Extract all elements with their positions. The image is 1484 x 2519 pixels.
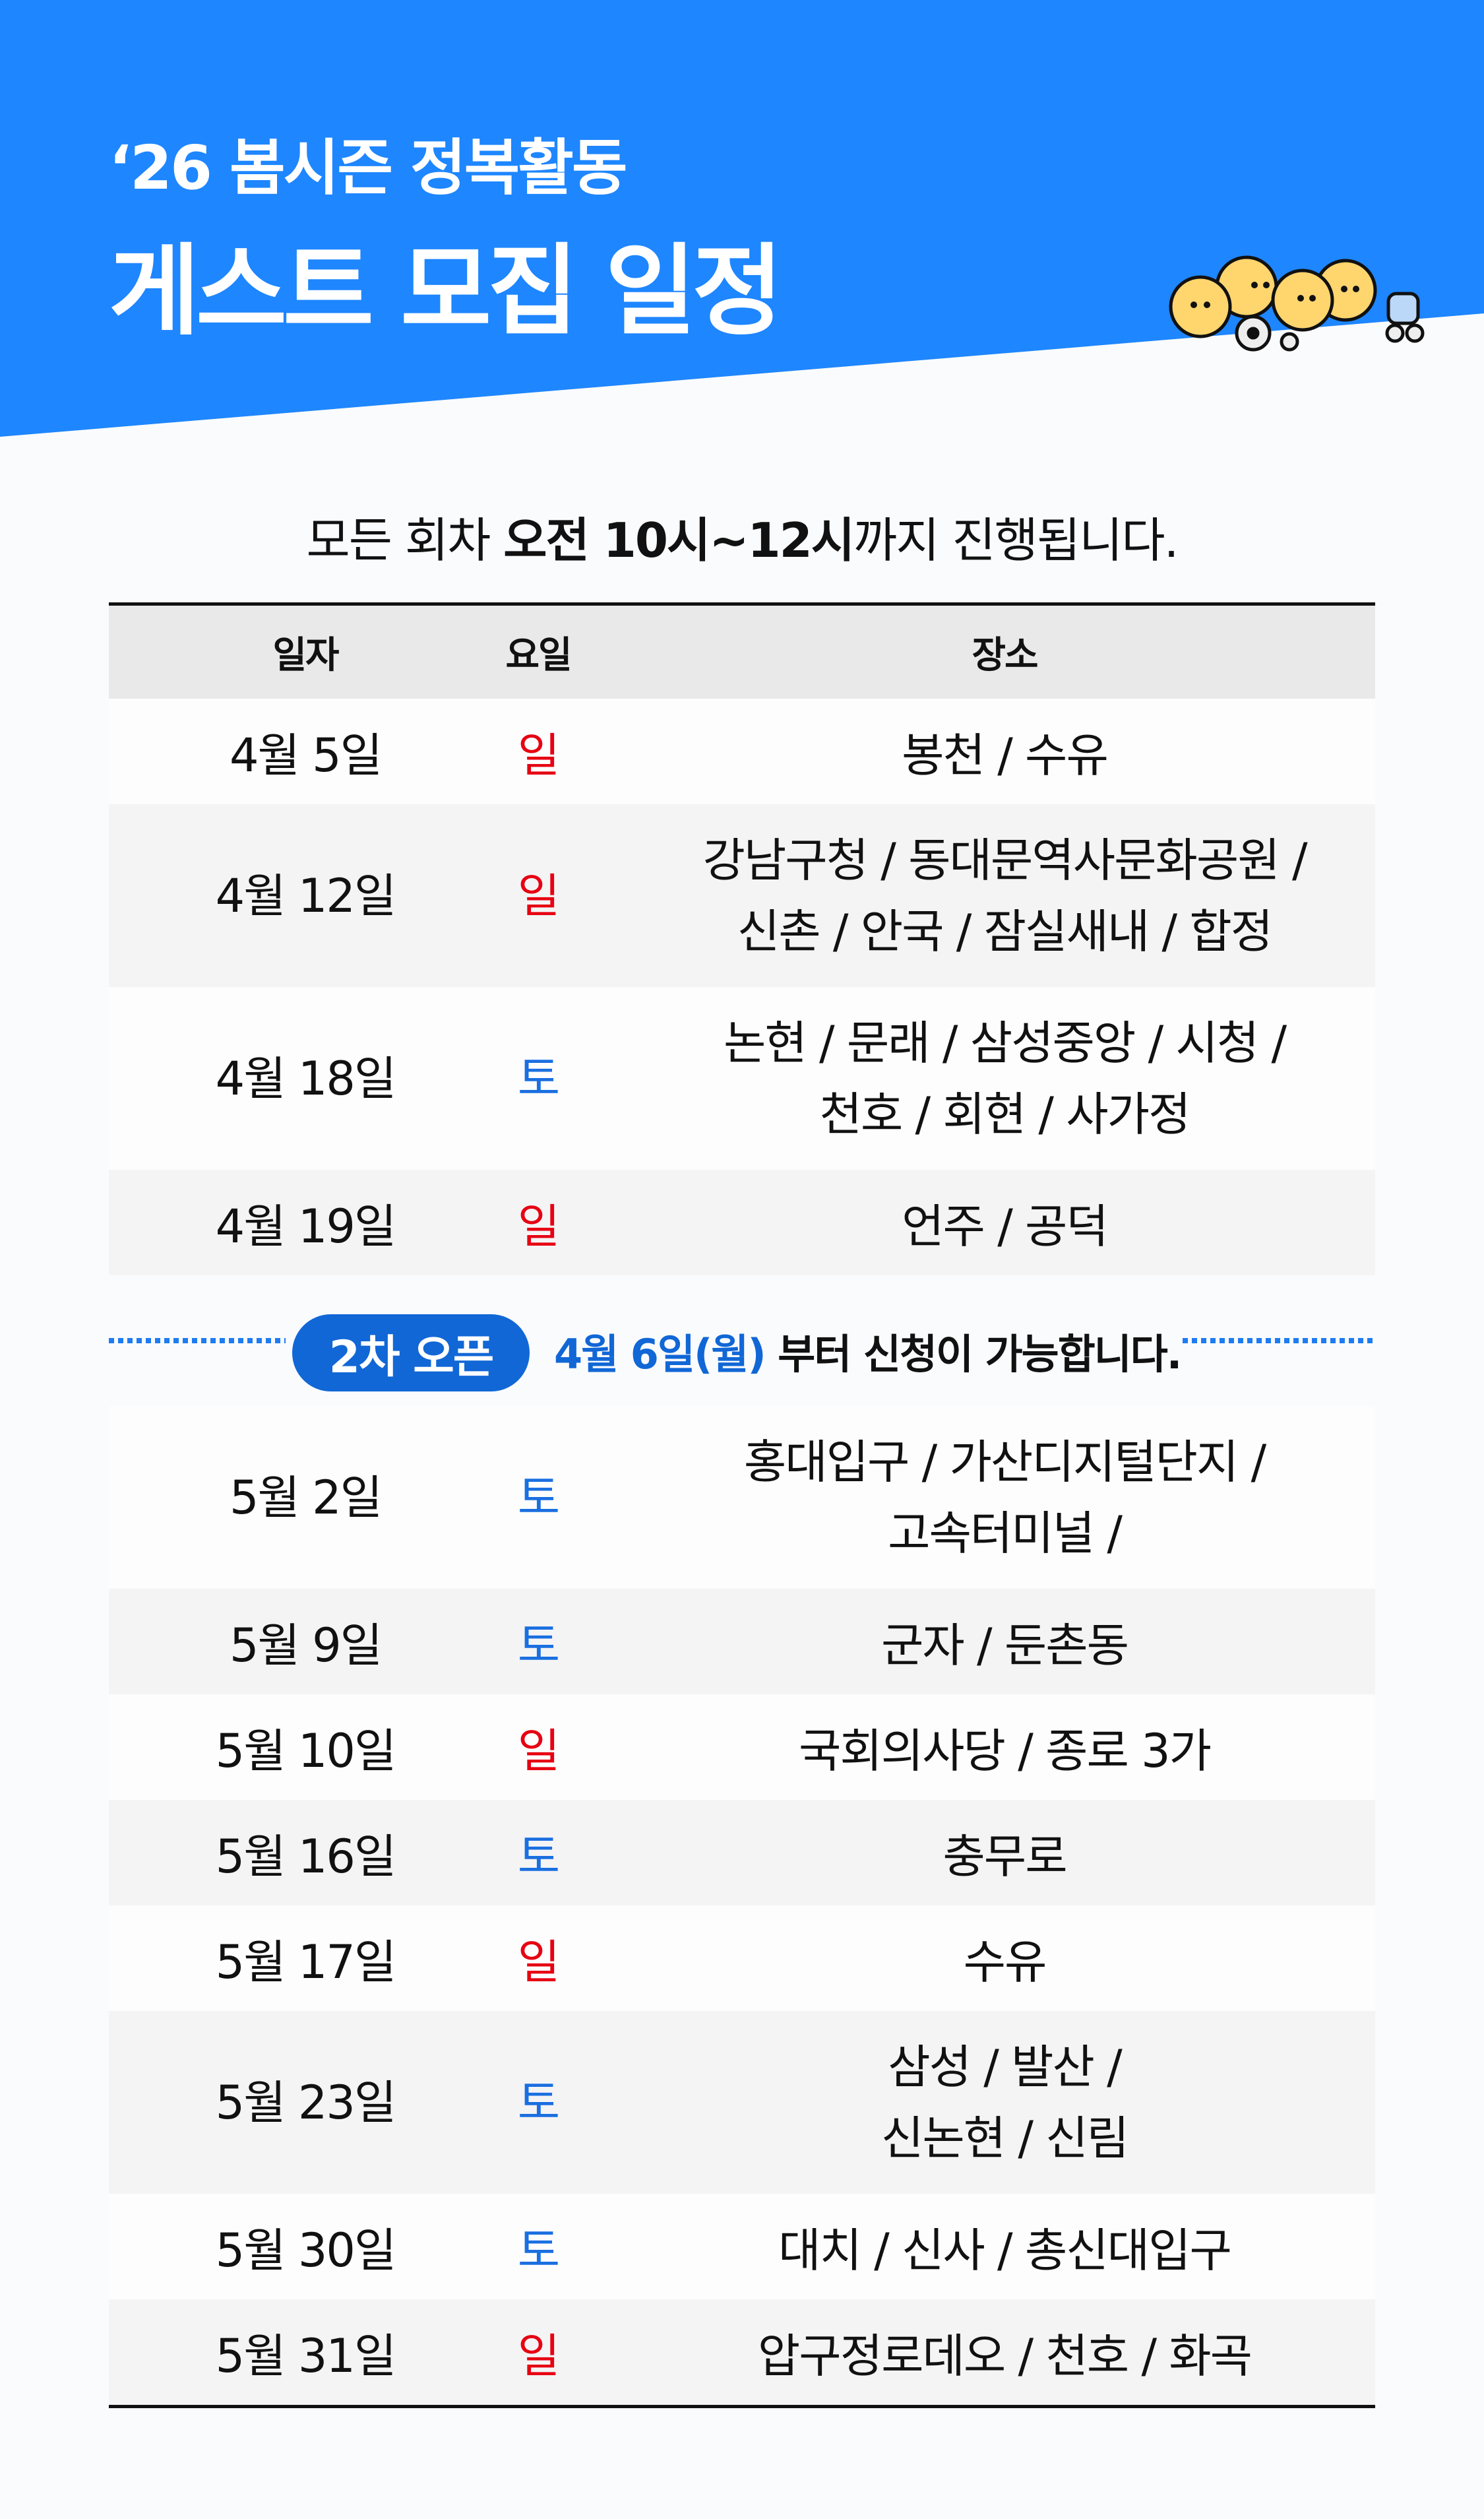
season-title: ‘26 봄시즌 정복활동 [109,133,628,203]
place-line: 강남구청 / 동대문역사문화공원 / [702,833,1307,887]
day-cell: 토 [517,1618,560,1673]
date-cell: 5월 17일 [215,1934,397,1989]
place-line: 압구정로데오 / 천호 / 화곡 [757,2328,1252,2383]
place-cell: 압구정로데오 / 천호 / 화곡 [574,2319,1375,2386]
place-cell: 강남구청 / 동대문역사문화공원 / 신촌 / 안국 / 잠실새내 / 합정 [574,825,1375,967]
place-line: 논현 / 문래 / 삼성중앙 / 시청 / [723,1015,1287,1070]
table-row: 5월 10일 일 국회의사당 / 종로 3가 [109,1694,1375,1800]
day-cell: 일 [517,1934,560,1989]
place-cell: 봉천 / 수유 [574,718,1375,785]
header-banner [0,0,1484,437]
day-cell: 일 [517,1199,560,1254]
table-row: 4월 12일 일 강남구청 / 동대문역사문화공원 / 신촌 / 안국 / 잠실새내 … [109,804,1375,987]
day-cell: 토 [517,2075,560,2130]
table-header: 일자 요일 장소 [109,606,1375,699]
place-cell: 홍대입구 / 가산디지털단지 / 고속터미널 / [574,1426,1375,1569]
place-cell: 대치 / 신사 / 총신대입구 [574,2214,1375,2280]
note-text: 모든 회차 [306,513,504,568]
date-cell: 5월 23일 [215,2075,397,2130]
place-line: 봉천 / 수유 [902,728,1109,782]
place-cell: 국회의사당 / 종로 3가 [574,1714,1375,1781]
place-line: 신논현 / 신림 [881,2111,1129,2165]
note-time: 오전 10시~12시 [503,513,855,568]
col-day: 요일 [505,634,572,677]
place-line: 홍대입구 / 가산디지털단지 / [743,1434,1266,1489]
dotted-line [109,1338,286,1343]
place-line: 대치 / 신사 / 총신대입구 [778,2223,1232,2278]
characters-illustration [1169,255,1425,352]
date-cell: 5월 31일 [215,2328,397,2383]
table-row: 4월 18일 토 논현 / 문래 / 삼성중앙 / 시청 / 천호 / 회현 / 사가… [109,987,1375,1170]
place-cell: 수유 [574,1925,1375,1992]
day-cell: 토 [517,1829,560,1884]
place-line: 삼성 / 발산 / [888,2039,1123,2094]
place-line: 신촌 / 안국 / 잠실새내 / 합정 [737,904,1273,959]
day-cell: 일 [517,2328,560,2383]
place-cell: 논현 / 문래 / 삼성중앙 / 시청 / 천호 / 회현 / 사가정 [574,1007,1375,1150]
page-title: 게스트 모집 일정 [109,234,783,349]
day-cell: 토 [517,2223,560,2278]
open-date: 4월 6일(월) [554,1330,766,1378]
table-row: 5월 31일 일 압구정로데오 / 천호 / 화곡 [109,2299,1375,2405]
table-row: 5월 23일 토 삼성 / 발산 / 신논현 / 신림 [109,2011,1375,2194]
place-line: 천호 / 회현 / 사가정 [819,1087,1191,1141]
note-text-end: 까지 진행됩니다. [853,513,1179,568]
second-open-badge: 2차 오픈 [292,1314,530,1391]
schedule-note: 모든 회차 오전 10시~12시까지 진행됩니다. [0,501,1484,571]
table-row: 4월 5일 일 봉천 / 수유 [109,699,1375,804]
table-row: 5월 30일 토 대치 / 신사 / 총신대입구 [109,2194,1375,2299]
table-row: 4월 19일 일 언주 / 공덕 [109,1170,1375,1275]
place-cell: 충무로 [574,1820,1375,1886]
day-cell: 일 [517,1723,560,1778]
dotted-line [1183,1338,1375,1343]
place-line: 수유 [963,1934,1047,1989]
col-place: 장소 [972,634,1038,677]
place-line: 국회의사당 / 종로 3가 [798,1723,1212,1778]
date-cell: 4월 19일 [215,1199,397,1254]
date-cell: 4월 5일 [229,728,383,782]
day-cell: 토 [517,1051,560,1106]
table-row: 5월 2일 토 홍대입구 / 가산디지털단지 / 고속터미널 / [109,1406,1375,1589]
place-cell: 군자 / 둔촌동 [574,1609,1375,1675]
open-text: 부터 신청이 가능합니다. [764,1330,1182,1378]
banner-text: 4월 6일(월) 부터 신청이 가능합니다. [554,1322,1182,1387]
date-cell: 4월 12일 [215,868,397,923]
place-cell: 삼성 / 발산 / 신논현 / 신림 [574,2031,1375,2174]
date-cell: 5월 2일 [229,1470,383,1525]
day-cell: 토 [517,1470,560,1525]
table-row: 5월 16일 토 충무로 [109,1800,1375,1905]
place-line: 충무로 [943,1829,1067,1884]
date-cell: 5월 9일 [229,1618,383,1673]
date-cell: 5월 10일 [215,1723,397,1778]
second-open-banner: 2차 오픈 4월 6일(월) 부터 신청이 가능합니다. [109,1275,1375,1406]
date-cell: 5월 16일 [215,1829,397,1884]
table-row: 5월 9일 토 군자 / 둔촌동 [109,1589,1375,1694]
place-line: 고속터미널 / [888,1506,1123,1560]
table-row: 5월 17일 일 수유 [109,1905,1375,2011]
date-cell: 5월 30일 [215,2223,397,2278]
col-date: 일자 [272,634,339,677]
schedule-table: 일자 요일 장소 4월 5일 일 봉천 / 수유 4월 12일 일 강남구청 / 동대문역… [109,602,1375,2408]
day-cell: 일 [517,868,560,923]
place-cell: 언주 / 공덕 [574,1190,1375,1256]
day-cell: 일 [517,728,560,782]
place-line: 군자 / 둔촌동 [881,1618,1129,1673]
place-line: 언주 / 공덕 [902,1199,1109,1254]
date-cell: 4월 18일 [215,1051,397,1106]
